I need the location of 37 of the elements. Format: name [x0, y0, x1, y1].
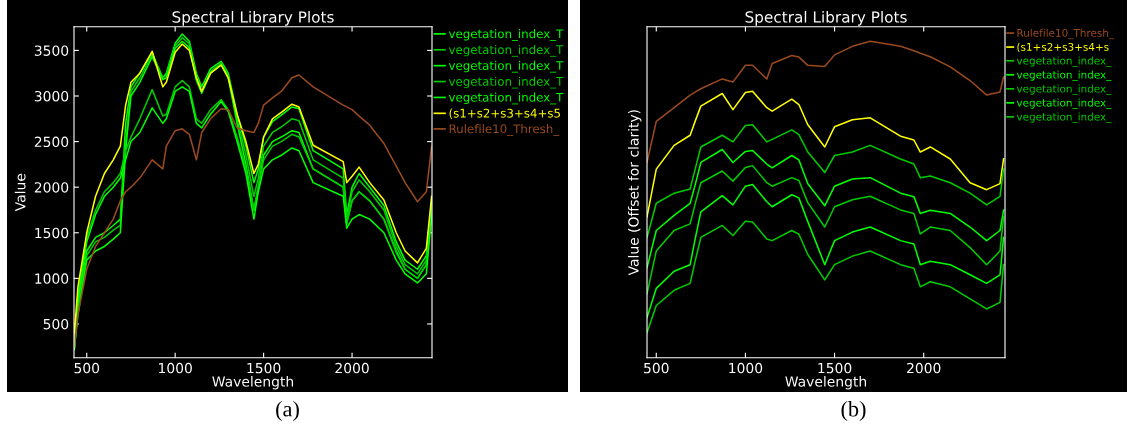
legend-label: vegetation_index_ [1016, 84, 1112, 95]
y-tick-label: 3500 [34, 45, 69, 56]
y-tick-label: 3000 [34, 90, 69, 102]
legend-label: vegetation_index_T [448, 29, 564, 41]
legend-label: vegetation_index_ [1016, 56, 1112, 67]
x-tick-label: 1000 [159, 362, 192, 374]
legend-label: vegetation_index_T [448, 60, 564, 73]
y-tick-label: 1000 [35, 273, 69, 284]
y-tick-label: 2000 [34, 182, 69, 193]
legend-label: vegetation_index_ [1016, 98, 1112, 109]
x-tick-label: 1500 [247, 362, 281, 374]
text: (b) [841, 400, 866, 422]
legend-label: Rulefile10_Thresh_ [449, 124, 560, 136]
x-tick-label: 1500 [818, 362, 852, 374]
legend-label: vegetation_index_ [1016, 112, 1112, 123]
chart-title: Spectral Library Plots [172, 10, 334, 26]
legend-label: vegetation_index_T [448, 44, 564, 57]
text: (a) [276, 400, 299, 422]
chart-title: Spectral Library Plots [745, 10, 907, 26]
legend-label: (s1+s2+s3+s4+s5 [449, 108, 560, 120]
x-axis-title: Wavelength [212, 376, 294, 390]
x-tick-label: 2000 [907, 362, 941, 374]
y-axis-title: Value [14, 173, 26, 212]
y-tick-label: 1500 [35, 227, 69, 239]
y-axis-title: Value (Offset for clarity) [628, 110, 642, 276]
legend-label: vegetation_index_T [448, 92, 564, 105]
x-tick-label: 2000 [335, 362, 369, 374]
x-tick-label: 500 [74, 362, 100, 374]
legend-label: vegetation_index_ [1016, 70, 1112, 81]
y-tick-label: 500 [43, 318, 69, 330]
x-tick-label: 500 [644, 362, 669, 374]
x-tick-label: 1000 [729, 362, 763, 374]
legend-label: Rulefile10_Thresh_ [1017, 28, 1115, 40]
legend-label: (s1+s2+s3+s4+s [1017, 42, 1109, 53]
y-tick-label: 2500 [34, 136, 69, 148]
x-axis-title: Wavelength [785, 376, 867, 390]
legend-label: vegetation_index_T [448, 76, 564, 89]
